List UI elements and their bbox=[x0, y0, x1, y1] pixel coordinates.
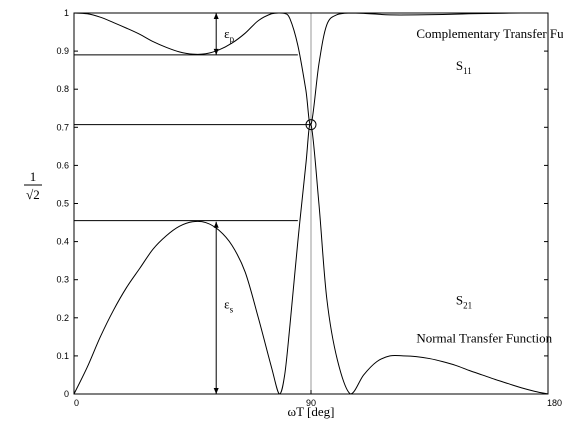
y-axis-label: 1 √2 bbox=[24, 169, 42, 202]
annotation-arrows bbox=[213, 13, 219, 394]
y-tick-label: 0 bbox=[64, 389, 69, 399]
y-tick-label: 0.1 bbox=[56, 351, 69, 361]
annotation-eps-s: εs bbox=[224, 296, 233, 314]
y-tick-label: 0.5 bbox=[56, 199, 69, 209]
y-tick-label: 0.3 bbox=[56, 275, 69, 285]
arrow-0 bbox=[213, 13, 219, 55]
y-tick-label: 0.7 bbox=[56, 122, 69, 132]
annotation-complementary-label: Complementary Transfer Function bbox=[416, 26, 563, 41]
series-line-s21 bbox=[73, 123, 549, 395]
reference-lines bbox=[74, 13, 312, 394]
annotation-s21-label: S21 bbox=[456, 292, 472, 310]
arrow-1 bbox=[213, 221, 219, 394]
y-tick-label: 0.6 bbox=[56, 160, 69, 170]
y-tick-label: 1 bbox=[64, 8, 69, 18]
annotation-eps-p: εp bbox=[224, 26, 234, 44]
y-tick-label: 0.9 bbox=[56, 46, 69, 56]
y-axis-label-denominator: √2 bbox=[26, 187, 40, 202]
x-tick-label: 180 bbox=[547, 398, 562, 408]
y-tick-label: 0.4 bbox=[56, 237, 69, 247]
crossover-marker bbox=[305, 119, 317, 131]
x-tick-label: 0 bbox=[74, 398, 79, 408]
y-tick-label: 0.2 bbox=[56, 313, 69, 323]
annotation-s11-label: S11 bbox=[456, 58, 472, 76]
y-axis-label-numerator: 1 bbox=[30, 169, 37, 184]
annotation-normal-label: Normal Transfer Function bbox=[416, 331, 552, 346]
y-tick-label: 0.8 bbox=[56, 84, 69, 94]
annotations: εp εs Complementary Transfer Function S11 S2… bbox=[224, 26, 563, 346]
x-axis-label: ωT [deg] bbox=[288, 404, 335, 419]
axis-ticks: 0 0.1 0.2 0.3 0.4 0.5 0.6 0.7 0.8 0.9 1 0 90 180 bbox=[56, 8, 562, 408]
x-tick-label: 90 bbox=[306, 398, 316, 408]
